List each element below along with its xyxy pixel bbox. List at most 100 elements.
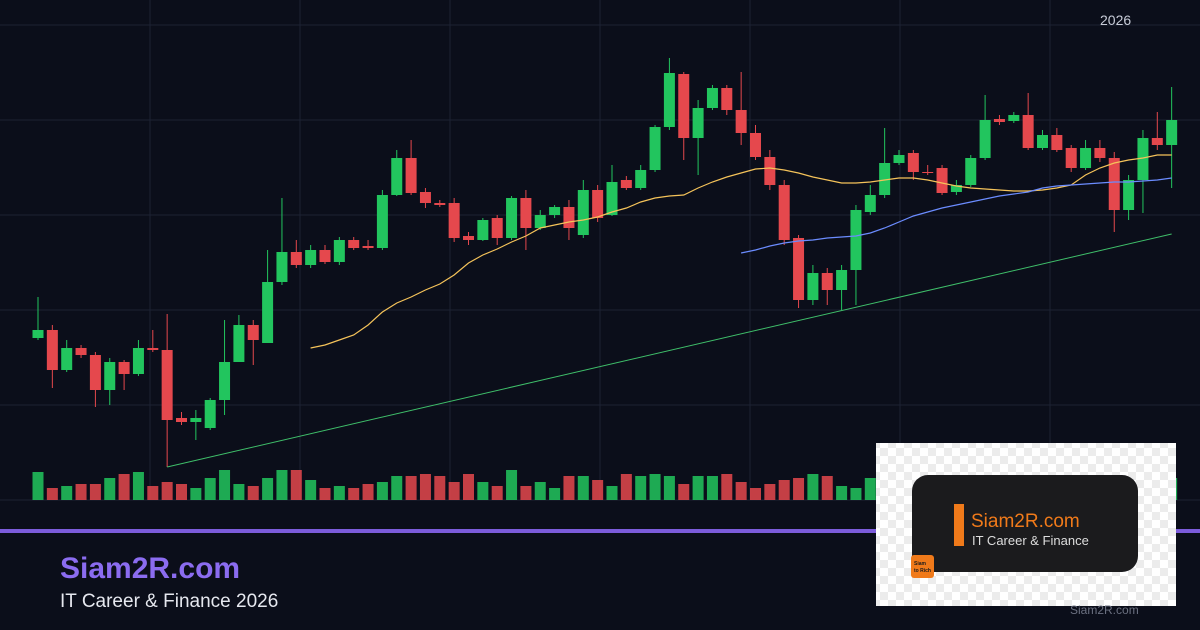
candle-body — [176, 418, 187, 422]
volume-bar — [520, 486, 532, 500]
candle-body — [362, 246, 374, 248]
volume-bar — [132, 472, 144, 500]
volume-bar — [663, 476, 675, 500]
volume-bar — [649, 474, 661, 500]
candle-body — [290, 252, 302, 265]
watermark: Siam2R.com — [1070, 603, 1139, 617]
candle-body — [864, 195, 876, 212]
volume-bar — [376, 482, 388, 500]
candle-body — [333, 240, 345, 262]
candle-body — [477, 220, 489, 240]
candle-body — [950, 185, 962, 192]
candle-body — [563, 207, 575, 228]
badge-title: Siam2R.com — [971, 511, 1080, 532]
candle-body — [405, 158, 417, 193]
candle-body — [348, 240, 360, 248]
volume-bar — [764, 484, 776, 500]
candle-body — [1123, 180, 1135, 210]
candle-body — [879, 163, 891, 195]
candle-body — [663, 73, 675, 127]
footer-subtitle: IT Career & Finance 2026 — [60, 591, 278, 612]
candle-body — [262, 282, 274, 343]
candle-body — [1094, 148, 1106, 158]
candle-body — [104, 362, 116, 390]
candle-body — [778, 185, 790, 240]
candle-body — [118, 362, 130, 374]
volume-bar — [46, 488, 58, 500]
candle-body — [132, 348, 144, 374]
volume-bar — [448, 482, 460, 500]
volume-bar — [592, 480, 604, 500]
candle-body — [233, 325, 245, 362]
volume-bar — [362, 484, 374, 500]
volume-bar — [290, 470, 302, 500]
volume-bar — [190, 488, 202, 500]
volume-bar — [219, 470, 231, 500]
candle-body — [32, 330, 44, 338]
volume-bar — [735, 482, 747, 500]
badge: Siam2R.com IT Career & Finance Siam to R… — [876, 443, 1176, 606]
candle-body — [692, 108, 704, 138]
moving-average — [310, 154, 1172, 349]
candle-body — [1008, 115, 1020, 121]
candle-body — [376, 195, 388, 248]
volume-bar — [477, 482, 489, 500]
volume-bar — [319, 488, 331, 500]
candle-body — [434, 203, 446, 205]
candle-body — [276, 252, 288, 282]
volume-bar — [276, 470, 288, 500]
footer-title: Siam2R.com — [60, 552, 240, 585]
candle-body — [319, 250, 331, 262]
candle-body — [1108, 158, 1120, 210]
volume-bar — [807, 474, 819, 500]
candle-body — [549, 207, 561, 215]
candle-body — [190, 418, 202, 422]
volume-bar — [534, 482, 546, 500]
candle-body — [721, 88, 733, 110]
candle-body — [391, 158, 403, 195]
candle-body — [1151, 138, 1163, 145]
badge-logo-text: Siam — [914, 561, 927, 567]
candle-body — [936, 168, 948, 193]
volume-bar — [793, 478, 805, 500]
volume-bar — [864, 478, 876, 500]
volume-bar — [635, 476, 647, 500]
candle-body — [735, 110, 747, 133]
volume-bar — [821, 476, 833, 500]
candle-body — [1166, 120, 1178, 145]
candle-body — [678, 74, 690, 138]
candle-body — [764, 157, 776, 185]
candle-body — [1137, 138, 1149, 180]
volume-bar — [692, 476, 704, 500]
candle-body — [979, 120, 991, 158]
volume-bar — [506, 470, 518, 500]
volume-bar — [563, 476, 575, 500]
candle-body — [1051, 135, 1063, 150]
volume-bar — [434, 476, 446, 500]
volume-bar — [348, 488, 360, 500]
volume-bar — [305, 480, 317, 500]
candle-body — [635, 170, 647, 188]
candle-body — [1022, 115, 1034, 148]
candle-body — [922, 172, 934, 173]
candle-body — [620, 180, 632, 188]
candle-body — [1065, 148, 1077, 168]
volume-bar — [620, 474, 632, 500]
candle-body — [649, 127, 661, 170]
candle-body — [204, 400, 216, 428]
candle-body — [1037, 135, 1048, 148]
year-label: 2026 — [1100, 12, 1131, 28]
candle-body — [305, 250, 317, 265]
volume-bar — [176, 484, 187, 500]
candle-body — [75, 348, 87, 355]
badge-accent — [954, 504, 964, 546]
badge-card — [912, 475, 1138, 572]
volume-bar — [491, 486, 503, 500]
volume-bar — [333, 486, 345, 500]
candle-body — [161, 350, 173, 420]
volume-bar — [118, 474, 130, 500]
volume-bar — [463, 474, 474, 500]
volume-bar — [606, 486, 618, 500]
candle-body — [219, 362, 231, 400]
